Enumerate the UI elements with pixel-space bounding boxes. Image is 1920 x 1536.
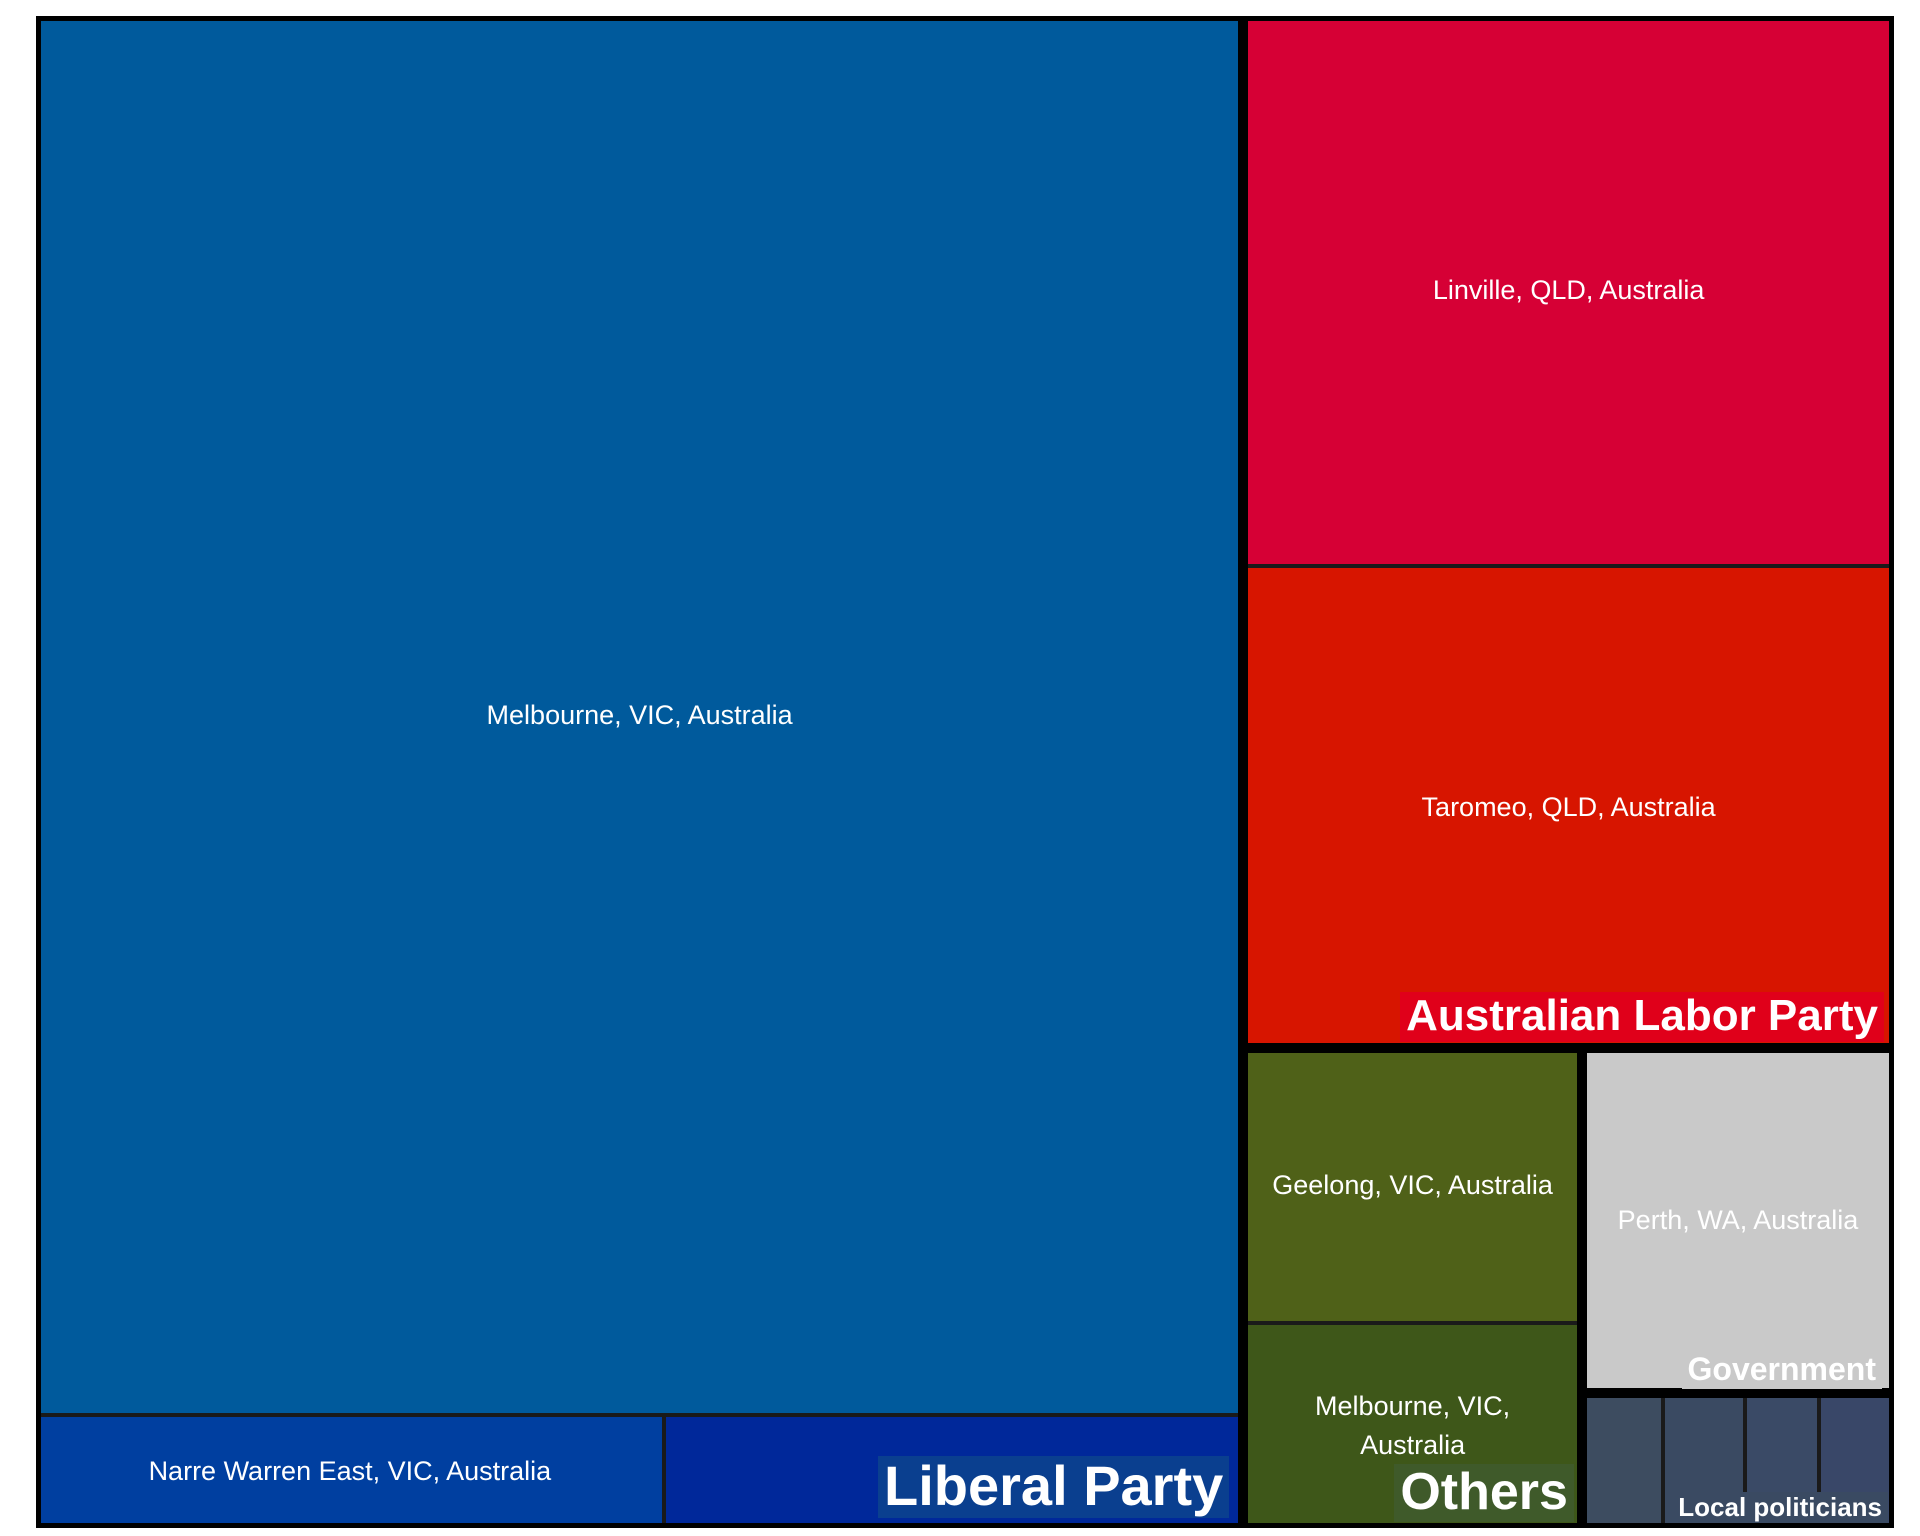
tile-label: Linville, QLD, Australia: [1432, 275, 1705, 306]
tile-local-politicians-4: [1819, 1393, 1894, 1528]
tile-label: Narre Warren East, VIC, Australia: [148, 1455, 552, 1486]
tile-local-politicians-3: [1744, 1393, 1820, 1528]
tile-local-politicians-1: [1581, 1393, 1664, 1528]
tile-liberal-other: [663, 1414, 1244, 1528]
tile-government-perth: Perth, WA, Australia: [1581, 1048, 1894, 1394]
tile-local-politicians-2: [1663, 1393, 1745, 1528]
tile-label: Geelong, VIC, Australia: [1272, 1170, 1553, 1201]
tile-label: Melbourne, VIC, Australia: [486, 699, 793, 730]
tile-label: Perth, WA, Australia: [1617, 1205, 1859, 1236]
tile-label: Melbourne, VIC, Australia: [1315, 1390, 1511, 1460]
tile-alp-taromeo: Taromeo, QLD, Australia: [1243, 565, 1894, 1049]
tile-alp-linville: Linville, QLD, Australia: [1243, 16, 1894, 566]
tile-label: Taromeo, QLD, Australia: [1421, 791, 1716, 822]
tile-others-melbourne: Melbourne, VIC, Australia: [1243, 1323, 1582, 1528]
tile-others-geelong: Geelong, VIC, Australia: [1243, 1048, 1582, 1324]
tile-liberal-narre-warren-east: Narre Warren East, VIC, Australia: [36, 1414, 664, 1528]
tile-liberal-melbourne: Melbourne, VIC, Australia: [36, 16, 1244, 1415]
